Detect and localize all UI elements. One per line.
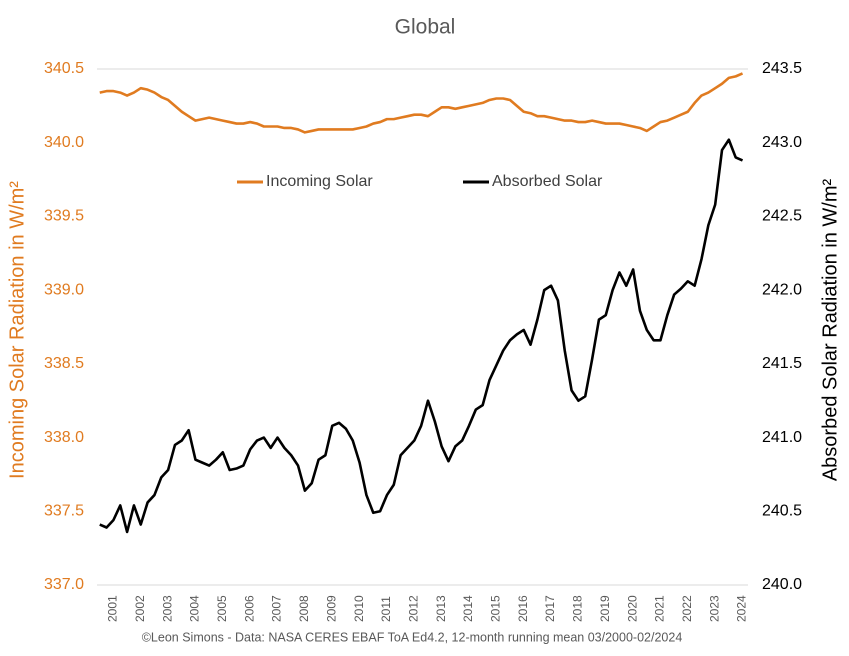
x-tick-label: 2022: [680, 595, 694, 622]
source-note: ©Leon Simons - Data: NASA CERES EBAF ToA…: [142, 630, 683, 644]
y-tick-label: 339.5: [44, 208, 84, 225]
x-tick-label: 2013: [434, 595, 448, 622]
y-tick-label: 337.5: [44, 503, 84, 520]
y2-tick-label: 242.0: [762, 281, 802, 298]
x-tick-label: 2019: [598, 595, 612, 622]
y2-tick-label: 240.5: [762, 503, 802, 520]
x-tick-label: 2001: [106, 595, 120, 622]
legend-label: Absorbed Solar: [492, 173, 603, 190]
y2-tick-label: 243.5: [762, 60, 802, 77]
x-tick-label: 2023: [707, 595, 721, 622]
x-tick-label: 2012: [406, 595, 420, 622]
y-tick-label: 340.0: [44, 134, 84, 151]
y2-tick-label: 243.0: [762, 134, 802, 151]
y2-tick-label: 241.0: [762, 429, 802, 446]
x-tick-label: 2021: [653, 595, 667, 622]
y2-tick-label: 241.5: [762, 355, 802, 372]
x-tick-label: 2018: [571, 595, 585, 622]
x-tick-label: 2003: [160, 595, 174, 622]
y2-axis-title: Absorbed Solar Radiation in W/m²: [819, 178, 841, 481]
legend-label: Incoming Solar: [266, 173, 373, 190]
x-tick-label: 2016: [516, 595, 530, 622]
x-tick-label: 2009: [324, 595, 338, 622]
x-tick-label: 2015: [489, 595, 503, 622]
x-tick-label: 2005: [215, 595, 229, 622]
y-tick-label: 338.0: [44, 429, 84, 446]
x-tick-label: 2014: [461, 595, 475, 622]
y-tick-label: 337.0: [44, 576, 84, 593]
x-tick-label: 2007: [270, 595, 284, 622]
x-tick-label: 2004: [188, 595, 202, 622]
x-tick-label: 2008: [297, 595, 311, 622]
y2-tick-label: 242.5: [762, 208, 802, 225]
series-line: [99, 138, 744, 534]
x-tick-label: 2006: [242, 595, 256, 622]
x-tick-label: 2010: [352, 595, 366, 622]
x-tick-label: 2011: [379, 596, 393, 622]
y-axis-title: Incoming Solar Radiation in W/m²: [6, 181, 28, 479]
x-tick-label: 2002: [133, 595, 147, 622]
y2-tick-label: 240.0: [762, 576, 802, 593]
y-tick-label: 338.5: [44, 355, 84, 372]
x-tick-label: 2020: [625, 595, 639, 622]
x-tick-label: 2017: [543, 595, 557, 622]
series-line: [99, 72, 744, 134]
x-tick-label: 2024: [735, 595, 749, 622]
y-tick-label: 339.0: [44, 281, 84, 298]
chart-title: Global: [395, 16, 456, 39]
y-tick-label: 340.5: [44, 60, 84, 77]
